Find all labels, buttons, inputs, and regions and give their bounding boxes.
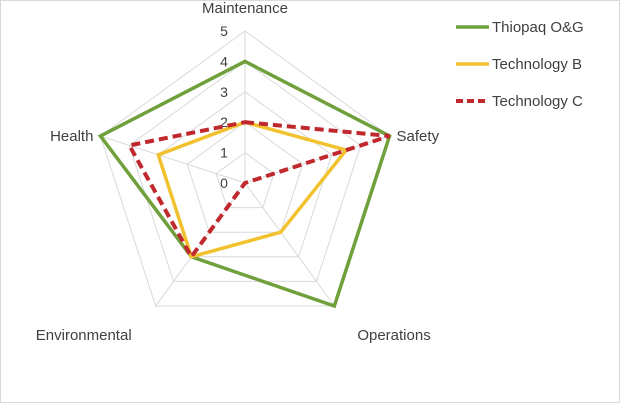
axis-spoke: [100, 135, 246, 184]
r-tick-label: 2: [220, 114, 228, 130]
axis-label-environmental: Environmental: [36, 327, 132, 344]
series-layer: [97, 59, 392, 309]
r-tick-label: 4: [220, 53, 228, 69]
series-line-1: [97, 59, 392, 309]
legend: Thiopaq O&G Technology B Technology C: [456, 19, 584, 110]
grid-ring: [128, 60, 362, 282]
axis-spoke: [244, 182, 335, 307]
r-tick-label: 5: [220, 23, 228, 39]
legend-label-3: Technology C: [492, 93, 583, 110]
grid-ring: [186, 121, 304, 233]
grid-ring: [215, 151, 275, 209]
axis-label-maintenance: Maintenance: [202, 1, 288, 17]
grid-layer: [99, 30, 391, 307]
axis-label-safety: Safety: [397, 128, 440, 145]
r-tick-label: 0: [220, 175, 228, 191]
series-line-3: [126, 120, 391, 261]
axis-label-operations: Operations: [357, 327, 430, 344]
grid-ring: [99, 30, 391, 307]
series-line-2: [156, 120, 350, 259]
r-tick-label: 1: [220, 145, 228, 161]
axis-label-layer: Maintenance Safety Operations Environmental…: [36, 1, 440, 344]
legend-label-1: Thiopaq O&G: [492, 19, 584, 36]
tick-layer: 0 1 2 3 4 5: [220, 23, 228, 191]
legend-label-2: Technology B: [492, 56, 582, 73]
grid-ring: [157, 91, 333, 258]
r-tick-label: 3: [220, 84, 228, 100]
axis-label-health: Health: [50, 128, 93, 145]
